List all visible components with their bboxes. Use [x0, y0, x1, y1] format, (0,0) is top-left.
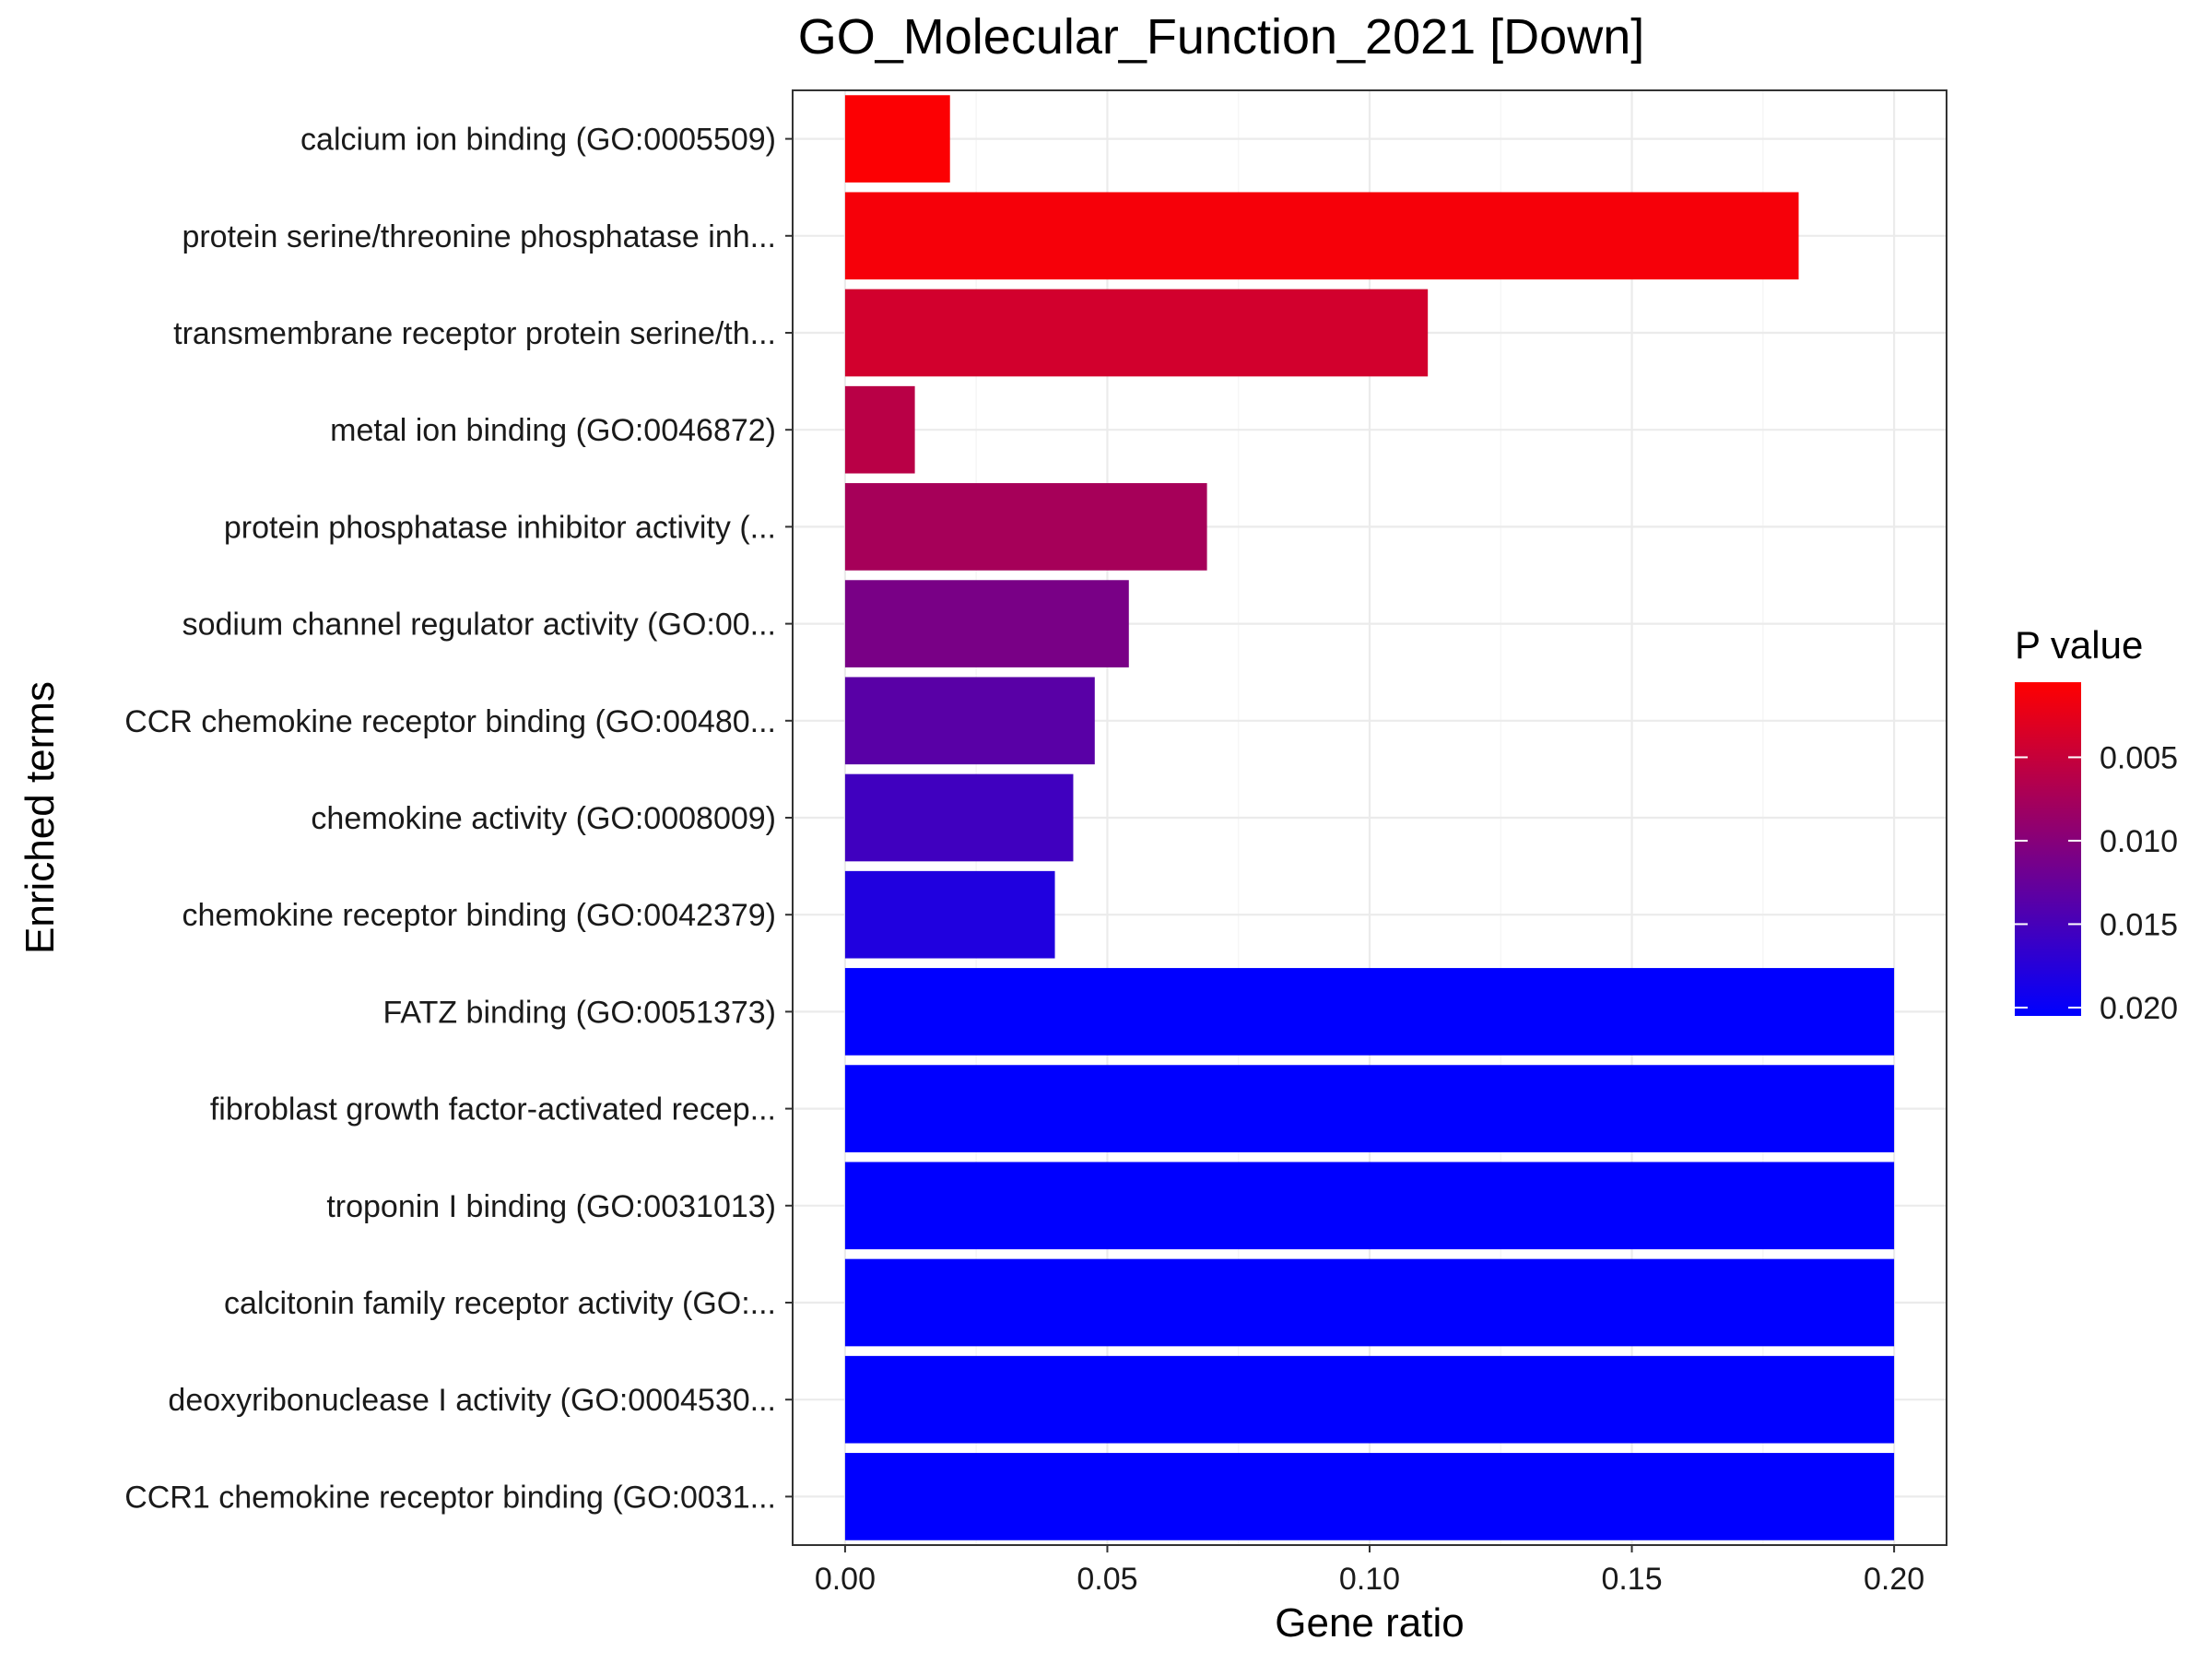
y-tick-label: chemokine activity (GO:0008009) — [311, 801, 776, 836]
y-tick-label: transmembrane receptor protein serine/th… — [173, 316, 776, 351]
bar — [844, 968, 1895, 1056]
legend-tick-label: 0.020 — [2100, 991, 2178, 1026]
bar — [844, 580, 1129, 667]
bar — [844, 483, 1207, 571]
bar — [844, 1258, 1895, 1347]
x-axis: 0.00 0.05 0.10 0.15 0.20 — [815, 1545, 1924, 1597]
legend-tick-label: 0.005 — [2100, 740, 2178, 775]
bar — [844, 385, 915, 474]
y-tick-label: CCR chemokine receptor binding (GO:00480… — [124, 704, 776, 739]
x-tick-label: 0.10 — [1339, 1562, 1400, 1597]
legend: P value 0.005 0.010 0.015 0.020 — [2015, 623, 2178, 1026]
y-tick-label: metal ion binding (GO:0046872) — [330, 413, 776, 448]
bar — [844, 677, 1095, 765]
legend-title: P value — [2015, 623, 2143, 667]
bar — [844, 289, 1429, 377]
x-tick-label: 0.00 — [815, 1562, 876, 1597]
bar — [844, 1162, 1895, 1250]
legend-tick-label: 0.015 — [2100, 907, 2178, 942]
y-tick-label: calcium ion binding (GO:0005509) — [300, 123, 776, 158]
y-tick-label: chemokine receptor binding (GO:0042379) — [182, 898, 777, 933]
bar — [844, 95, 950, 183]
bar — [844, 870, 1055, 959]
bar — [844, 773, 1074, 862]
y-tick-label: protein phosphatase inhibitor activity (… — [224, 510, 776, 545]
chart-title: GO_Molecular_Function_2021 [Down] — [798, 9, 1645, 65]
legend-ticks: 0.005 0.010 0.015 0.020 — [2015, 740, 2178, 1026]
bar — [844, 1355, 1895, 1444]
y-tick-label: calcitonin family receptor activity (GO:… — [224, 1286, 776, 1321]
bar — [844, 1453, 1895, 1540]
y-tick-label: deoxyribonuclease I activity (GO:0004530… — [168, 1383, 776, 1418]
bar-layer — [844, 95, 1895, 1540]
y-tick-label: FATZ binding (GO:0051373) — [383, 995, 776, 1030]
y-axis: calcium ion binding (GO:0005509) protein … — [124, 123, 793, 1515]
x-tick-label: 0.20 — [1864, 1562, 1924, 1597]
x-tick-label: 0.15 — [1601, 1562, 1662, 1597]
x-axis-label: Gene ratio — [1275, 1600, 1464, 1646]
y-tick-label: protein serine/threonine phosphatase inh… — [182, 219, 776, 254]
bar — [844, 192, 1799, 280]
x-tick-label: 0.05 — [1077, 1562, 1137, 1597]
y-axis-label: Enriched terms — [18, 681, 63, 954]
y-tick-label: troponin I binding (GO:0031013) — [326, 1189, 776, 1224]
legend-tick-label: 0.010 — [2100, 824, 2178, 859]
y-tick-label: sodium channel regulator activity (GO:00… — [182, 608, 776, 643]
plot-panel — [792, 89, 1947, 1546]
y-tick-label: fibroblast growth factor-activated recep… — [210, 1092, 776, 1127]
y-tick-label: CCR1 chemokine receptor binding (GO:0031… — [124, 1480, 776, 1515]
bar — [844, 1065, 1895, 1152]
legend-colorbar — [2015, 682, 2081, 1016]
